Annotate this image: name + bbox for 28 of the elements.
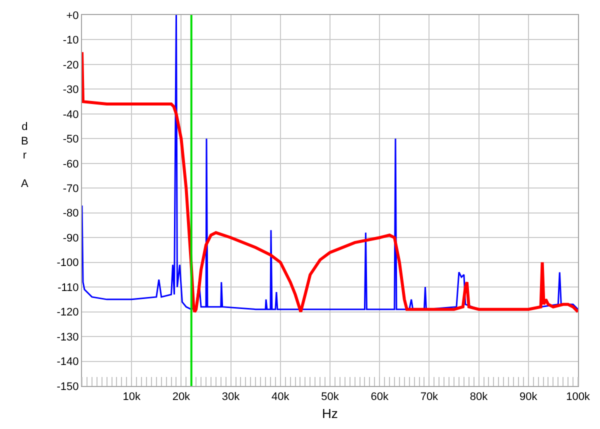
text: dBr A (21, 121, 28, 190)
y-tick-label: +0 (66, 10, 79, 22)
x-tick-label: 70k (420, 391, 439, 404)
y-tick-label: -90 (62, 232, 79, 244)
y-tick-label: -130 (56, 331, 79, 344)
x-tick-label: 50k (321, 391, 340, 404)
x-tick-label: 60k (370, 391, 389, 404)
y-tick-label: -60 (62, 158, 79, 170)
x-tick-label: 10k (122, 391, 141, 404)
x-tick-label: 100k (566, 391, 590, 404)
y-tick-label: -80 (62, 208, 79, 220)
x-tick-label: 80k (470, 391, 488, 404)
x-tick-label: 90k (520, 391, 538, 404)
x-tick-label: 30k (222, 391, 240, 404)
y-tick-label: -70 (62, 182, 79, 195)
x-axis-title: Hz (322, 406, 338, 421)
y-tick-label: -10 (62, 34, 79, 47)
y-tick-label: -50 (62, 134, 79, 146)
y-tick-label: -150 (56, 380, 79, 393)
y-tick-label: -140 (56, 356, 79, 368)
x-tick-label: 40k (272, 391, 290, 404)
y-tick-label: -30 (62, 84, 79, 96)
y-tick-label: -20 (62, 59, 79, 72)
y-tick-label: -120 (56, 306, 79, 319)
x-tick-label: 20k (172, 391, 191, 404)
y-tick-label: -40 (62, 108, 79, 121)
y-tick-label: -110 (58, 282, 79, 294)
y-tick-label: -100 (56, 257, 79, 270)
